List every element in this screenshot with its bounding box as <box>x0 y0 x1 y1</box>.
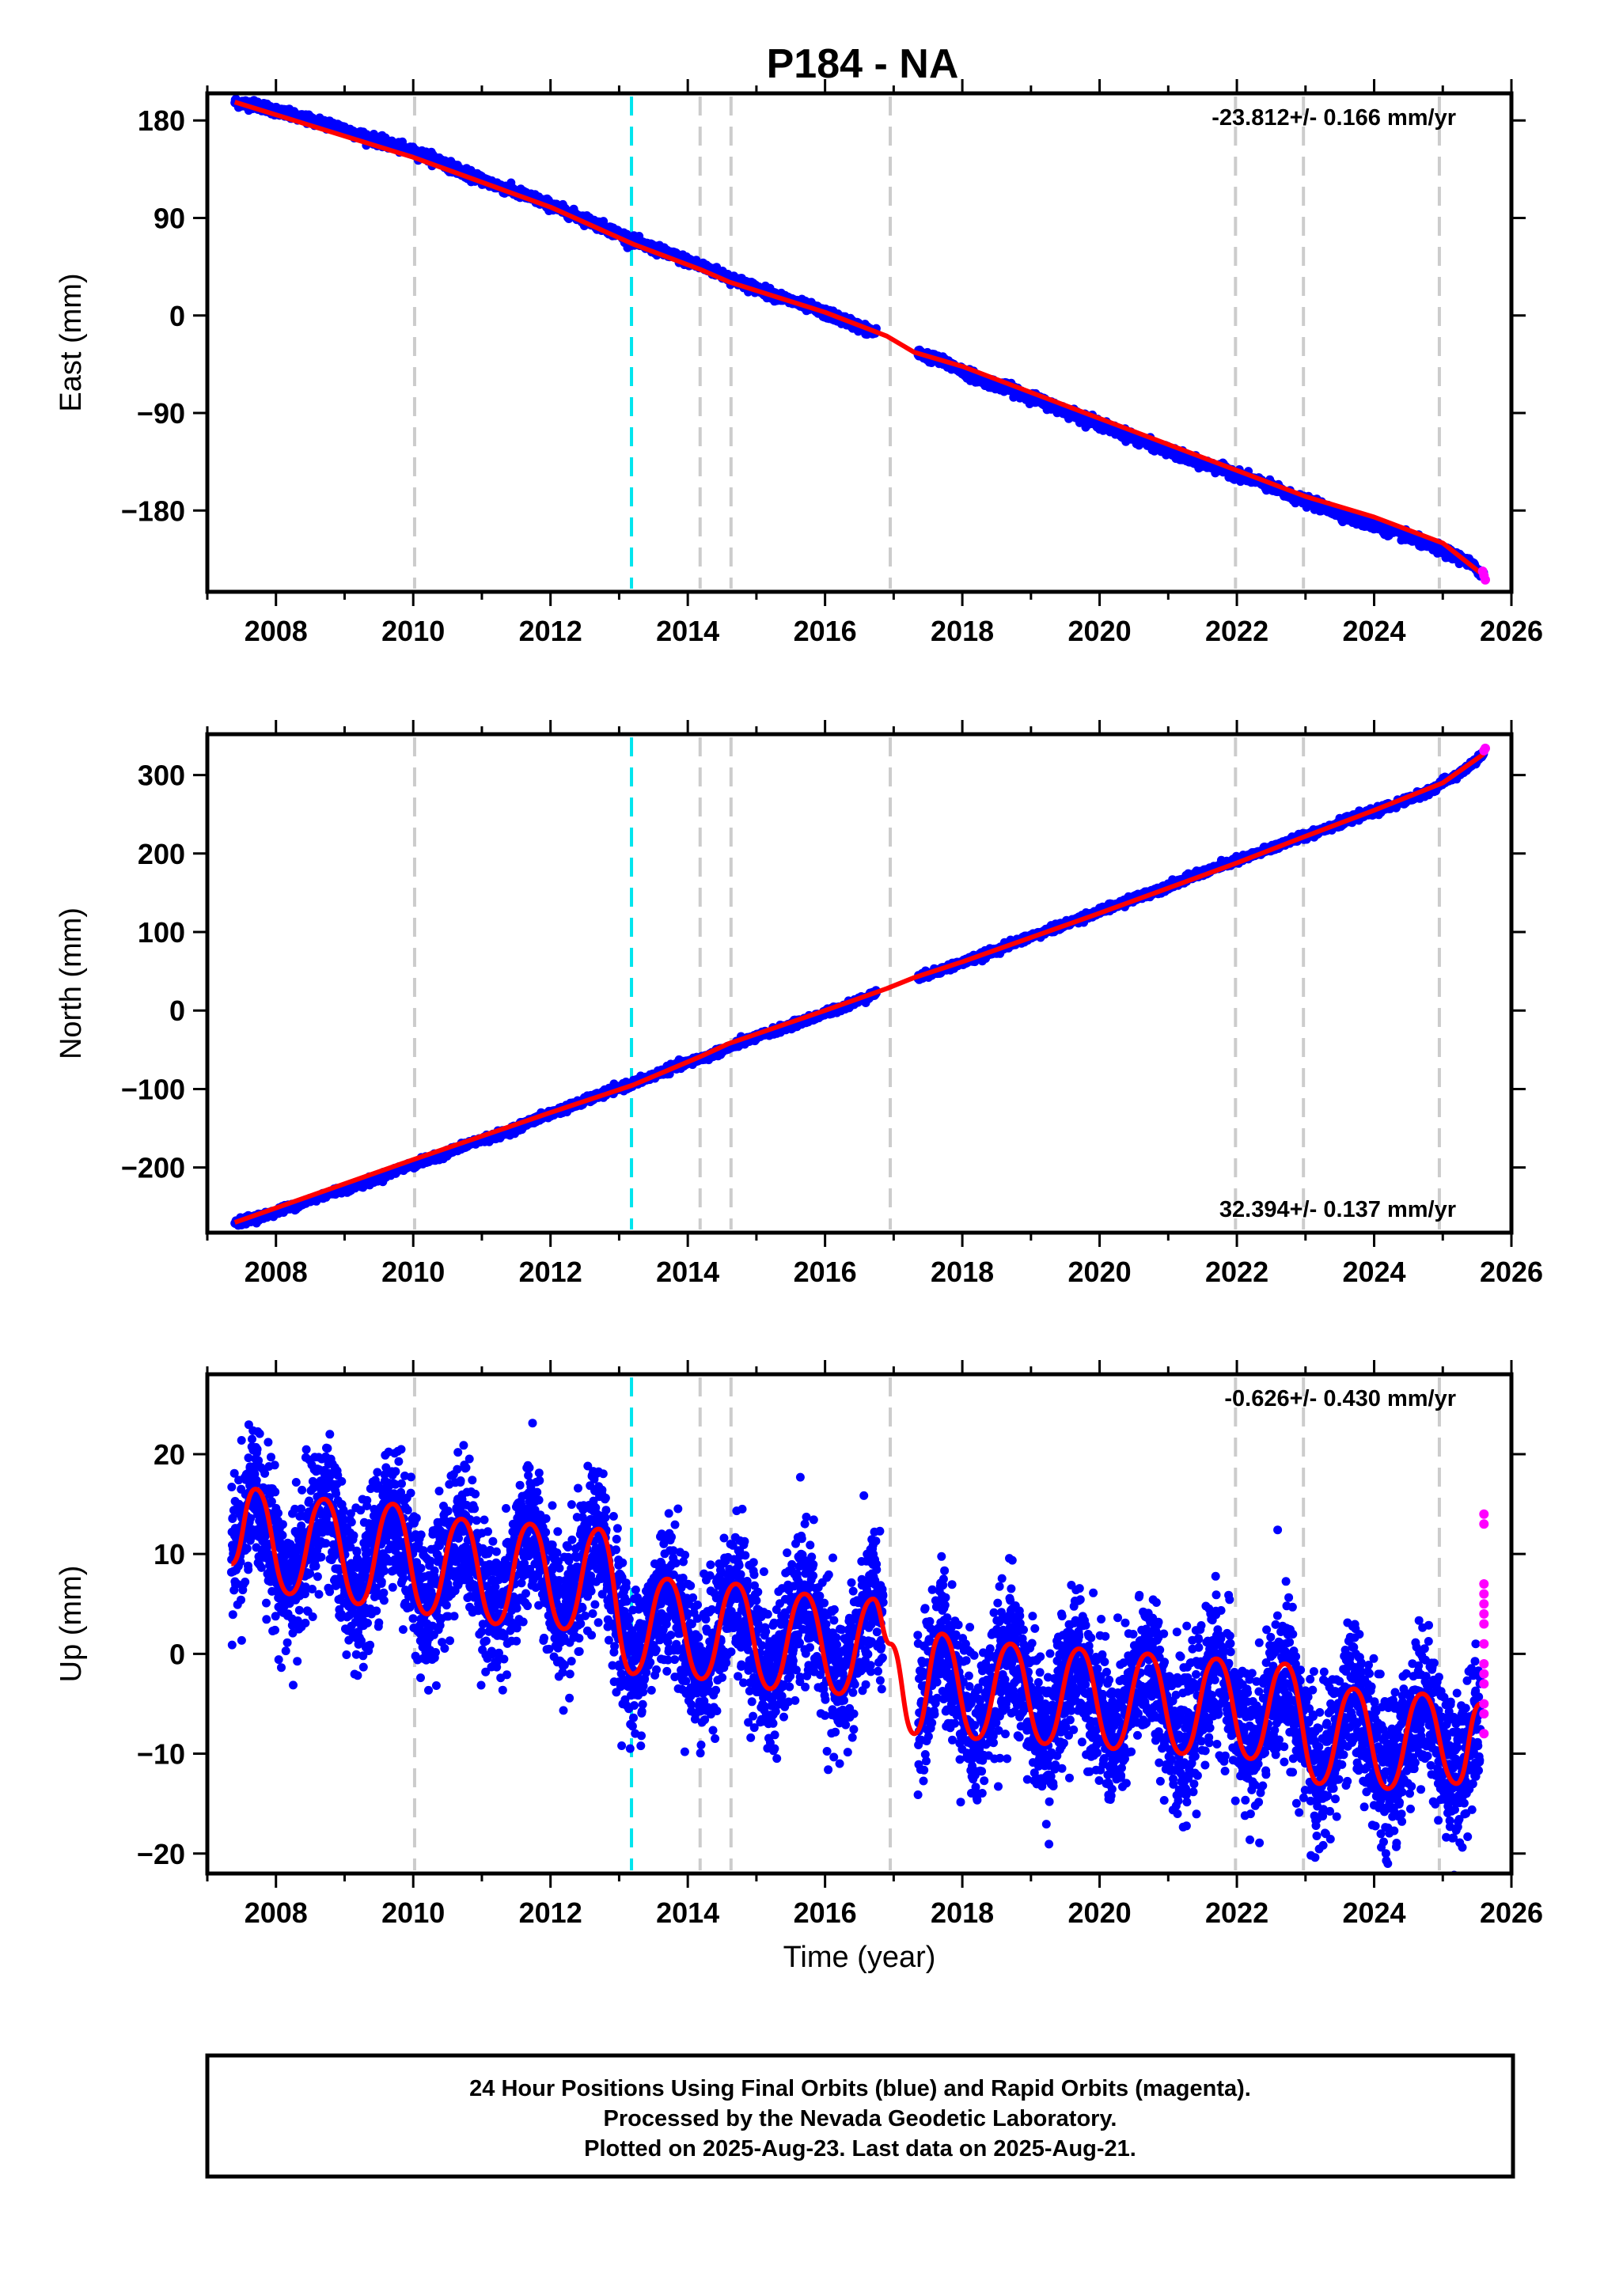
chart-title: P184 - NA <box>767 41 959 87</box>
xtick-label: 2012 <box>519 615 582 647</box>
xtick-label: 2008 <box>245 615 308 647</box>
ytick-label: 0 <box>169 300 185 332</box>
ytick-label: 180 <box>138 104 185 137</box>
data-layer <box>230 743 1490 1230</box>
y-axis-label: East (mm) <box>55 273 88 411</box>
ytick-label: 90 <box>154 203 185 235</box>
xtick-label: 2026 <box>1480 615 1543 647</box>
plot-frame <box>205 91 1514 594</box>
xtick-label: 2020 <box>1068 615 1132 647</box>
xtick-label: 2014 <box>656 615 719 647</box>
ytick-label: −90 <box>137 397 185 430</box>
xtick-label: 2018 <box>931 615 994 647</box>
data-layer <box>230 94 1490 585</box>
east-panel: −180 −90 0 90 180 2008 2010 2012 2014 2016 2018 202… <box>55 79 1543 647</box>
velocity-label: -23.812+/- 0.166 mm/yr <box>1212 105 1456 131</box>
rapid-orbit-points <box>1477 566 1490 585</box>
model-fit-line <box>233 100 1486 578</box>
xtick-label: 2016 <box>794 615 857 647</box>
xtick-label: 2024 <box>1342 615 1405 647</box>
ytick-label: −180 <box>121 494 185 527</box>
xtick-label: 2010 <box>381 615 445 647</box>
final-orbit-points <box>230 94 1488 581</box>
rapid-point <box>1481 574 1490 585</box>
xtick-label: 2022 <box>1205 615 1268 647</box>
